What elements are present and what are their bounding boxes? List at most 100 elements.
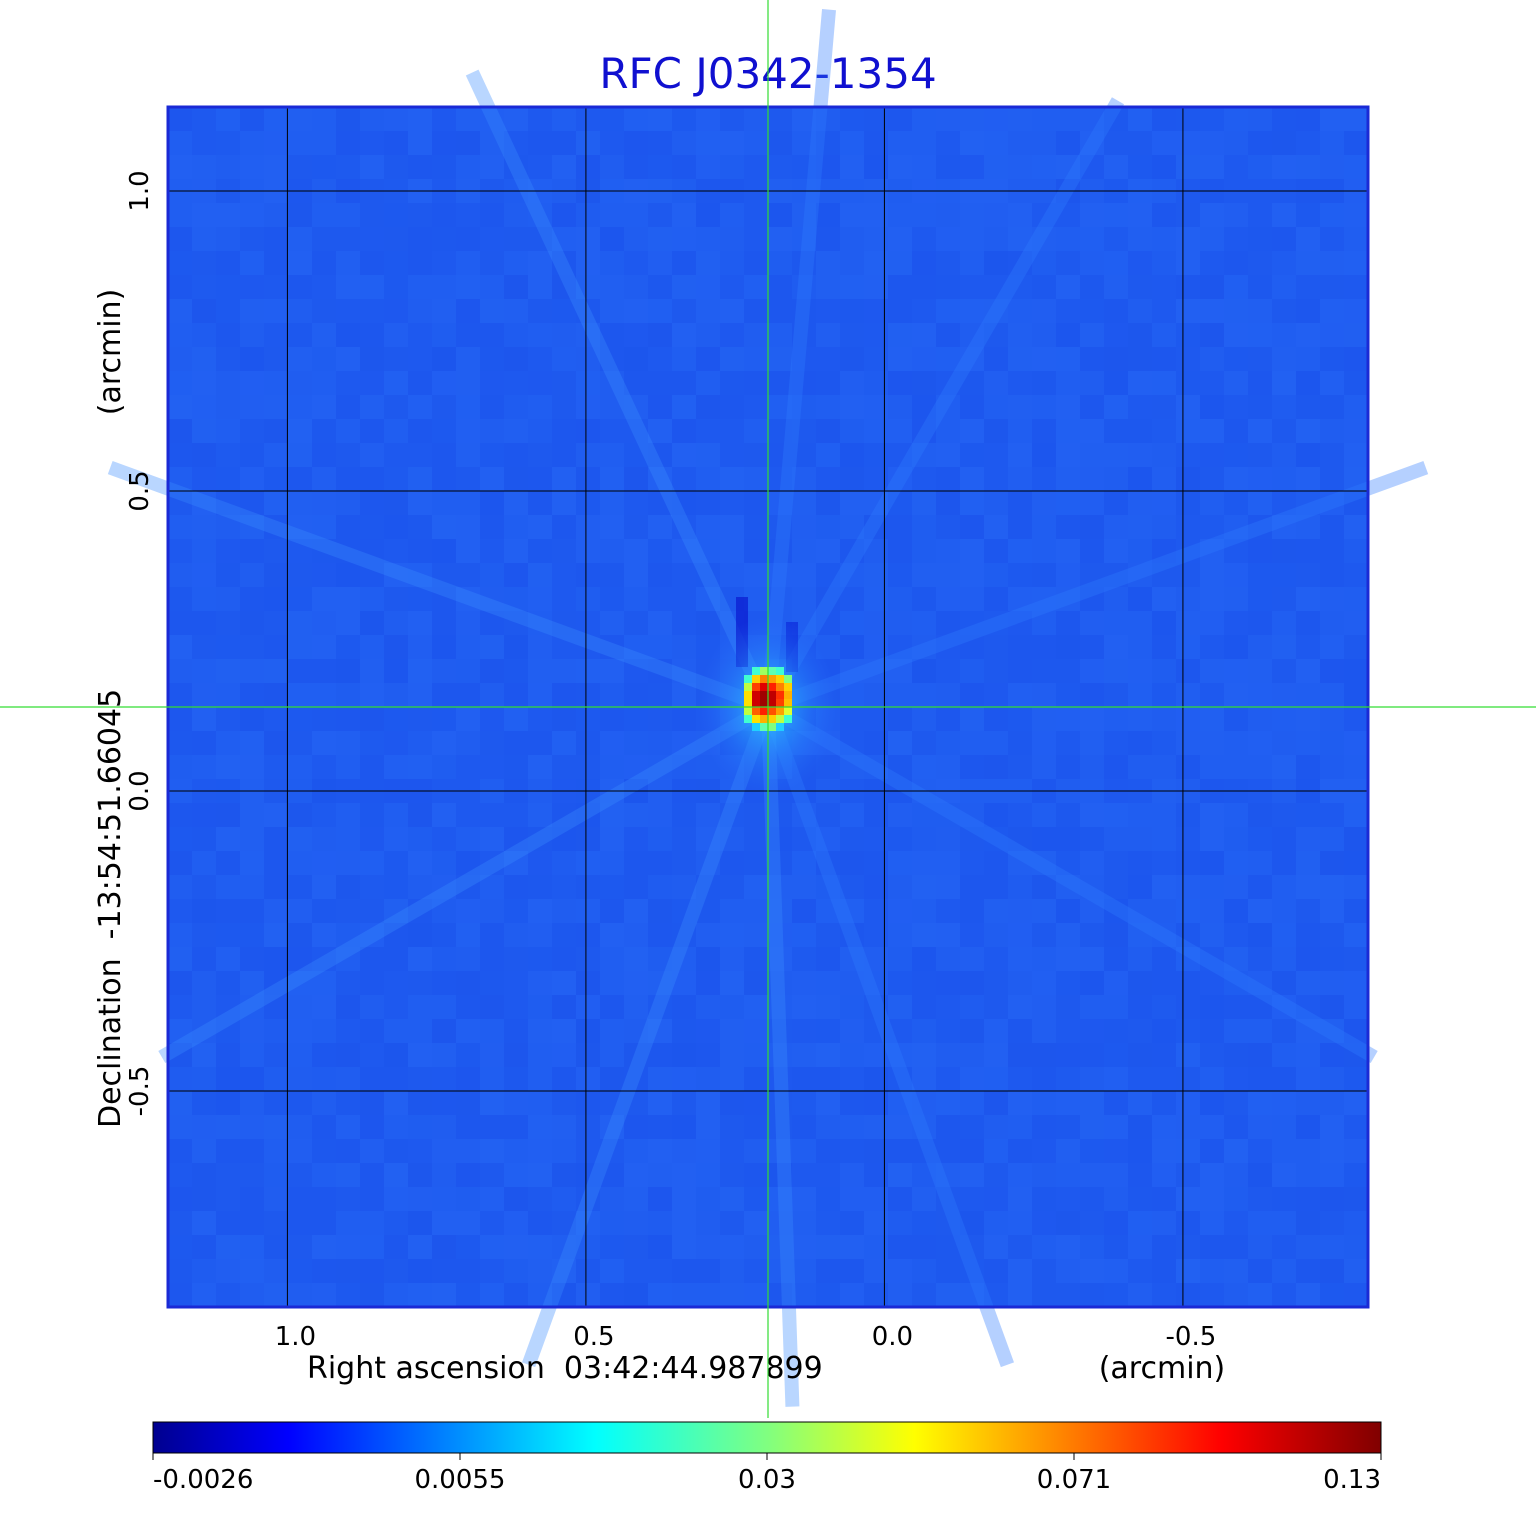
noise-cell — [360, 755, 384, 779]
noise-cell — [384, 899, 408, 923]
noise-cell — [720, 131, 744, 155]
noise-cell — [552, 1163, 576, 1187]
noise-cell — [744, 443, 768, 467]
noise-cell — [720, 1091, 744, 1115]
noise-cell — [624, 683, 648, 707]
noise-cell — [1224, 107, 1248, 131]
noise-cell — [1104, 443, 1128, 467]
noise-cell — [768, 371, 792, 395]
noise-cell — [1344, 947, 1368, 971]
noise-cell — [1272, 1259, 1296, 1283]
noise-cell — [1176, 731, 1200, 755]
noise-cell — [1320, 227, 1344, 251]
noise-cell — [888, 107, 912, 131]
noise-cell — [1248, 875, 1272, 899]
noise-cell — [576, 611, 600, 635]
noise-cell — [480, 371, 504, 395]
noise-cell — [1272, 299, 1296, 323]
noise-cell — [288, 563, 312, 587]
noise-cell — [888, 683, 912, 707]
noise-cell — [192, 803, 216, 827]
noise-cell — [1200, 275, 1224, 299]
noise-cell — [672, 611, 696, 635]
noise-cell — [648, 107, 672, 131]
noise-cell — [840, 755, 864, 779]
noise-cell — [240, 563, 264, 587]
noise-cell — [792, 851, 816, 875]
noise-cell — [576, 323, 600, 347]
noise-cell — [288, 971, 312, 995]
noise-cell — [960, 803, 984, 827]
noise-cell — [408, 875, 432, 899]
noise-cell — [312, 1139, 336, 1163]
noise-cell — [840, 731, 864, 755]
noise-cell — [888, 131, 912, 155]
noise-cell — [1248, 947, 1272, 971]
noise-cell — [336, 995, 360, 1019]
noise-cell — [1056, 539, 1080, 563]
noise-cell — [672, 155, 696, 179]
noise-cell — [1200, 1139, 1224, 1163]
noise-cell — [888, 995, 912, 1019]
noise-cell — [480, 1067, 504, 1091]
noise-cell — [1008, 1019, 1032, 1043]
noise-cell — [816, 1283, 840, 1307]
noise-cell — [408, 923, 432, 947]
noise-cell — [384, 155, 408, 179]
noise-cell — [432, 299, 456, 323]
noise-cell — [384, 347, 408, 371]
noise-cell — [1296, 539, 1320, 563]
crosshair — [0, 0, 1536, 1418]
noise-cell — [216, 275, 240, 299]
source-pixel — [752, 723, 760, 731]
noise-cell — [1152, 971, 1176, 995]
noise-cell — [384, 1139, 408, 1163]
noise-cell — [1128, 1067, 1152, 1091]
noise-cell — [888, 1163, 912, 1187]
noise-cell — [1152, 683, 1176, 707]
noise-cell — [192, 203, 216, 227]
noise-cell — [336, 635, 360, 659]
noise-cell — [288, 395, 312, 419]
noise-cell — [240, 1163, 264, 1187]
noise-cell — [816, 1139, 840, 1163]
noise-cell — [312, 827, 336, 851]
noise-cell — [888, 443, 912, 467]
noise-cell — [696, 395, 720, 419]
noise-cell — [216, 1043, 240, 1067]
noise-cell — [240, 1211, 264, 1235]
noise-cell — [1176, 1235, 1200, 1259]
noise-cell — [672, 1115, 696, 1139]
noise-cell — [384, 587, 408, 611]
noise-cell — [1032, 1163, 1056, 1187]
noise-cell — [480, 587, 504, 611]
noise-cell — [288, 251, 312, 275]
noise-cell — [624, 443, 648, 467]
noise-cell — [384, 1235, 408, 1259]
noise-cell — [576, 755, 600, 779]
noise-cell — [1200, 1115, 1224, 1139]
noise-cell — [1224, 251, 1248, 275]
noise-cell — [432, 587, 456, 611]
noise-cell — [1272, 731, 1296, 755]
noise-cell — [648, 131, 672, 155]
noise-cell — [912, 851, 936, 875]
noise-cell — [528, 203, 552, 227]
noise-cell — [360, 275, 384, 299]
noise-cell — [888, 731, 912, 755]
x-tick-label: 0.5 — [573, 1322, 614, 1352]
noise-cell — [1080, 659, 1104, 683]
noise-cell — [288, 1091, 312, 1115]
noise-cell — [696, 1067, 720, 1091]
noise-cell — [1224, 947, 1248, 971]
source-pixel — [752, 691, 760, 699]
noise-cell — [1200, 251, 1224, 275]
noise-cell — [216, 683, 240, 707]
noise-cell — [1152, 1283, 1176, 1307]
noise-cell — [576, 635, 600, 659]
noise-cell — [792, 1043, 816, 1067]
noise-cell — [240, 731, 264, 755]
noise-cell — [792, 1235, 816, 1259]
noise-cell — [1320, 251, 1344, 275]
noise-cell — [912, 131, 936, 155]
